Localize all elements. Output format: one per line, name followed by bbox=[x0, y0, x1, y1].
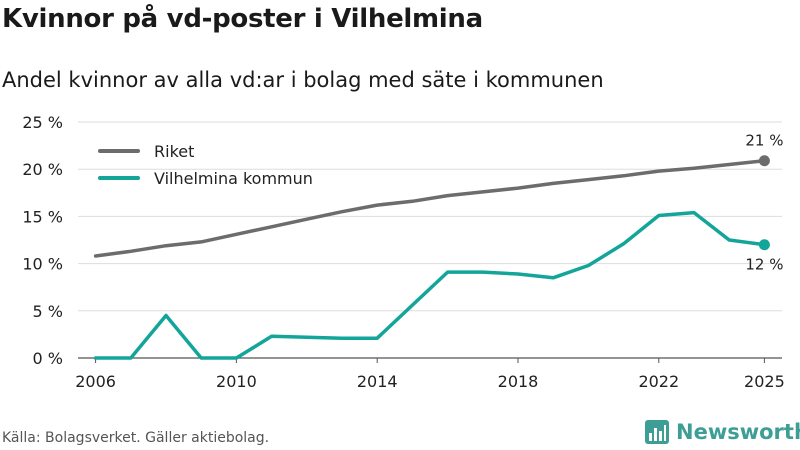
chart-title: Kvinnor på vd-poster i Vilhelmina bbox=[2, 4, 483, 34]
bar-chart-icon bbox=[645, 420, 669, 444]
end-value-label: 12 % bbox=[745, 256, 783, 274]
chart-subtitle: Andel kvinnor av alla vd:ar i bolag med … bbox=[2, 68, 604, 92]
axes: 0 % 5 % 10 % 15 % 20 % 25 % 2006 2010 2014 2018 20… bbox=[22, 113, 784, 391]
y-tick-label: 10 % bbox=[22, 255, 63, 274]
y-tick-label: 15 % bbox=[22, 207, 63, 226]
x-tick-label: 2025 bbox=[744, 372, 785, 391]
legend: Riket Vilhelmina kommun bbox=[98, 142, 313, 188]
source-note: Källa: Bolagsverket. Gäller aktiebolag. bbox=[2, 430, 270, 446]
end-point-marker bbox=[758, 239, 770, 251]
y-tick-label: 5 % bbox=[33, 302, 63, 321]
x-tick-label: 2006 bbox=[75, 372, 116, 391]
y-tick-label: 0 % bbox=[33, 349, 63, 368]
legend-label: Riket bbox=[154, 142, 194, 161]
x-tick-label: 2018 bbox=[498, 372, 539, 391]
x-tick-label: 2010 bbox=[216, 372, 257, 391]
series-line-riket bbox=[93, 158, 767, 258]
end-point-marker bbox=[758, 155, 770, 167]
y-tick-label: 25 % bbox=[22, 113, 63, 132]
series-lines bbox=[93, 155, 770, 360]
logo-text: Newsworthy bbox=[676, 420, 800, 444]
x-tick-label: 2022 bbox=[638, 372, 679, 391]
legend-label: Vilhelmina kommun bbox=[154, 169, 313, 188]
y-tick-label: 20 % bbox=[22, 160, 63, 179]
data-labels: 21 % 12 % bbox=[745, 132, 783, 274]
end-value-label: 21 % bbox=[745, 132, 783, 150]
series-line-vilhelmina-kommun bbox=[93, 210, 767, 360]
x-tick-label: 2014 bbox=[357, 372, 398, 391]
newsworthy-logo: Newsworthy bbox=[644, 419, 800, 445]
